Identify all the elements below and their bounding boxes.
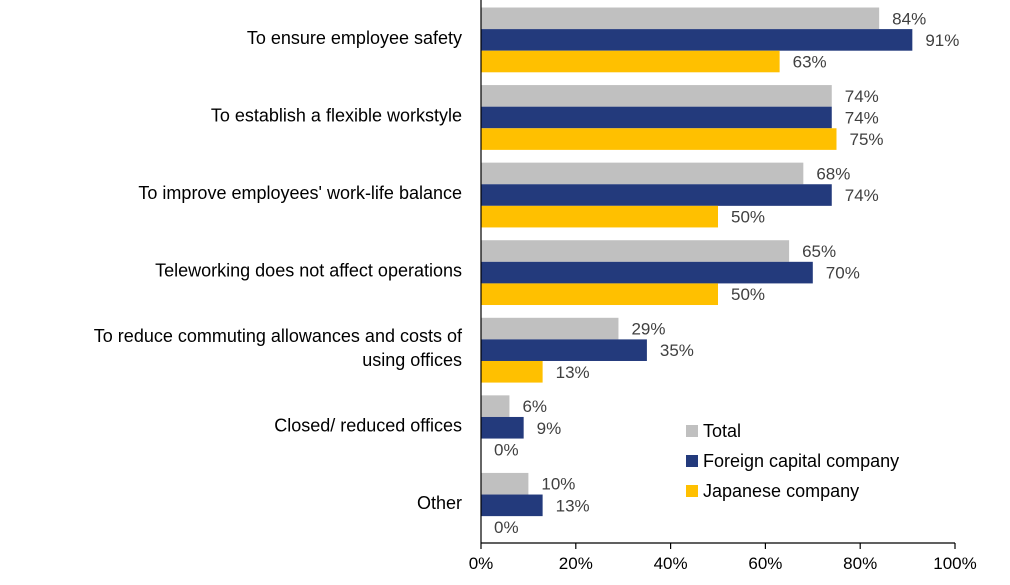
data-label: 0%	[494, 518, 519, 537]
bars-layer	[481, 7, 913, 517]
data-label: 13%	[556, 496, 590, 515]
legend-swatch	[686, 455, 698, 467]
x-tick-label: 80%	[843, 554, 877, 573]
x-tick-label: 40%	[654, 554, 688, 573]
bar	[481, 472, 529, 495]
legend-swatch	[686, 425, 698, 437]
legend-label: Total	[703, 421, 741, 441]
bar	[481, 395, 510, 417]
category-label: Other	[417, 493, 462, 513]
x-tick-label: 20%	[559, 554, 593, 573]
x-tick-label: 60%	[748, 554, 782, 573]
data-label: 84%	[892, 9, 926, 28]
category-label: To ensure employee safety	[247, 28, 462, 48]
data-label: 13%	[556, 363, 590, 382]
bar	[481, 339, 647, 361]
data-label: 35%	[660, 341, 694, 360]
bar	[481, 29, 913, 51]
axes-layer: 0% 20% 40% 60% 80% 100%	[469, 0, 977, 573]
x-tick-label: 100%	[933, 554, 976, 573]
legend: Total Foreign capital company Japanese com…	[686, 421, 899, 501]
bar	[481, 494, 543, 517]
legend-label: Japanese company	[703, 481, 859, 501]
data-label: 63%	[793, 53, 827, 72]
bar	[481, 128, 837, 150]
x-tick-label: 0%	[469, 554, 494, 573]
data-label: 74%	[845, 87, 879, 106]
bar	[481, 416, 524, 439]
category-label: Teleworking does not affect operations	[155, 261, 462, 281]
data-label: 74%	[845, 186, 879, 205]
category-label: To establish a flexible workstyle	[211, 105, 462, 125]
category-label: To reduce commuting allowances and costs…	[94, 326, 463, 346]
legend-label: Foreign capital company	[703, 451, 899, 471]
data-label: 10%	[541, 475, 575, 494]
category-label: To improve employees' work-life balance	[138, 183, 462, 203]
data-label: 70%	[826, 264, 860, 283]
data-label: 0%	[494, 440, 519, 459]
category-labels-layer: To ensure employee safety To establish a …	[94, 28, 463, 513]
data-label: 9%	[537, 419, 562, 438]
data-label: 68%	[816, 164, 850, 183]
bar	[481, 184, 832, 206]
bar	[481, 240, 790, 262]
bar	[481, 162, 804, 185]
bar	[481, 360, 543, 383]
bar	[481, 205, 718, 228]
bar	[481, 106, 832, 129]
data-label: 29%	[631, 320, 665, 339]
bar	[481, 283, 718, 306]
data-label: 6%	[522, 397, 547, 416]
bar	[481, 261, 813, 284]
legend-swatch	[686, 485, 698, 497]
data-label: 91%	[925, 31, 959, 50]
bar	[481, 317, 619, 340]
data-label: 75%	[850, 130, 884, 149]
category-label: Closed/ reduced offices	[274, 416, 462, 436]
data-label: 50%	[731, 208, 765, 227]
bar	[481, 85, 832, 107]
bar	[481, 50, 780, 73]
data-label: 74%	[845, 108, 879, 127]
data-label: 65%	[802, 242, 836, 261]
data-label: 50%	[731, 285, 765, 304]
category-label: using offices	[362, 350, 462, 370]
data-labels-layer: 84% 91% 63% 74% 74% 75%68% 74% 50% 65% 70% 50% 29% 3…	[494, 9, 959, 537]
bar	[481, 7, 880, 30]
